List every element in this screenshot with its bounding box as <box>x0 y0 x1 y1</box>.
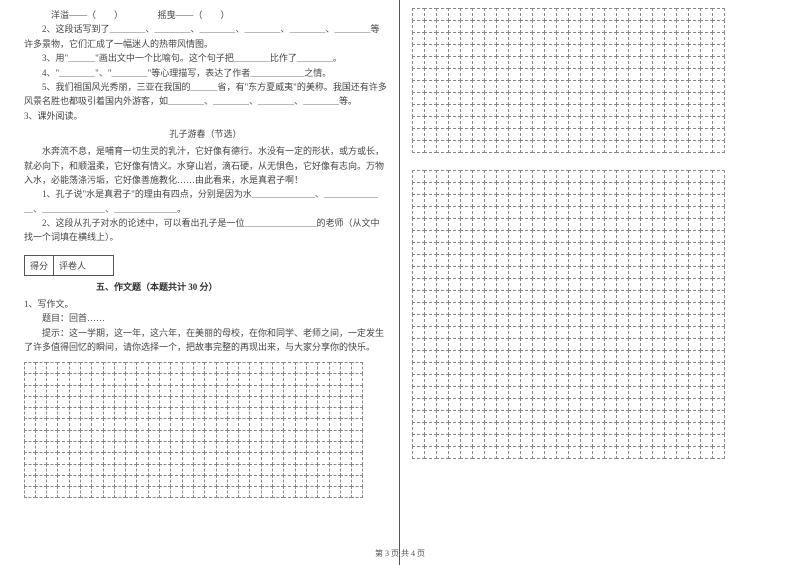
grid-row <box>24 475 394 486</box>
grid-row <box>412 434 780 446</box>
grid-row <box>412 398 780 410</box>
grid-row <box>24 396 394 407</box>
grid-row <box>412 116 780 128</box>
grid-row <box>412 56 780 68</box>
grid-row <box>24 385 394 396</box>
reading-title: 孔子游春（节选） <box>24 127 387 140</box>
grid-row <box>412 20 780 32</box>
q5: 5、我们祖国风光秀丽，三亚在我国的＿＿＿省，有"东方夏威夷"的美称。我国还有许多… <box>24 80 387 109</box>
grid-row <box>412 254 780 266</box>
grid-row <box>24 419 394 430</box>
grid-row <box>24 408 394 419</box>
q2: 2、这段话写到了＿＿＿＿、＿＿＿＿、＿＿＿＿、＿＿＿＿、＿＿＿＿、＿＿＿＿等许多… <box>24 22 387 51</box>
grid-row <box>412 386 780 398</box>
grid-row <box>24 442 394 453</box>
reading-label: 3、课外阅读。 <box>24 109 387 123</box>
grid-cell <box>712 446 725 459</box>
grid-row <box>412 68 780 80</box>
section-5-title: 五、作文题（本题共计 30 分） <box>24 280 387 293</box>
writing-grid-top <box>412 8 780 152</box>
grid-row <box>412 350 780 362</box>
grid-cell <box>712 140 725 153</box>
grid-row <box>412 194 780 206</box>
score-box: 得分 评卷人 <box>24 255 114 276</box>
essay-hint: 提示：这一学期，这一年，这六年，在美丽的母校，在你和同学、老师之间，一定发生了许… <box>24 326 387 355</box>
grid-row <box>412 446 780 458</box>
grid-row <box>24 453 394 464</box>
right-column <box>400 0 800 565</box>
antonym-a: 洋溢——（ ） <box>51 10 123 20</box>
grid-row <box>412 92 780 104</box>
grid-row <box>412 374 780 386</box>
grid-row <box>412 170 780 182</box>
grid-row <box>412 218 780 230</box>
page-container: 洋溢——（ ） 摇曳——（ ） 2、这段话写到了＿＿＿＿、＿＿＿＿、＿＿＿＿、＿… <box>0 0 800 565</box>
essay-topic: 题目：回首…… <box>24 311 387 325</box>
grid-row <box>412 410 780 422</box>
grid-row <box>412 338 780 350</box>
q4: 4、"＿＿＿＿"、"＿＿＿＿"等心理描写，表达了作者＿＿＿＿＿＿之情。 <box>24 66 387 80</box>
grader-label: 评卷人 <box>54 256 91 275</box>
sub-q2: 2、这段从孔子对水的论述中，可以看出孔子是一位＿＿＿＿＿＿＿＿的老师（从文中找一… <box>24 216 387 245</box>
grid-row <box>412 326 780 338</box>
grid-row <box>24 374 394 385</box>
writing-grid-left <box>24 362 394 498</box>
grid-row <box>412 266 780 278</box>
reading-p1: 水奔流不息，是哺育一切生灵的乳汁，它好像有德行。水没有一定的形状，或方或长，就必… <box>24 144 387 187</box>
grid-row <box>412 422 780 434</box>
grid-cell <box>351 486 363 498</box>
q3: 3、用"＿＿＿"画出文中一个比喻句。这个句子把＿＿＿＿比作了＿＿＿＿。 <box>24 51 387 65</box>
grid-row <box>412 128 780 140</box>
writing-grid-bottom <box>412 170 780 458</box>
grid-row <box>412 290 780 302</box>
line-antonym: 洋溢——（ ） 摇曳——（ ） <box>24 8 387 22</box>
grid-row <box>412 302 780 314</box>
grid-row <box>412 104 780 116</box>
grid-row <box>24 487 394 498</box>
grid-row <box>412 44 780 56</box>
sub-q1: 1、孔子说"水是真君子"的理由有四点，分别是因为水＿＿＿＿＿＿＿、＿＿＿＿＿＿＿… <box>24 187 387 216</box>
grid-row <box>412 182 780 194</box>
grid-row <box>412 314 780 326</box>
essay-label: 1、写作文。 <box>24 297 387 311</box>
page-footer: 第 3 页 共 4 页 <box>0 548 800 559</box>
grid-row <box>412 206 780 218</box>
antonym-b: 摇曳——（ ） <box>158 10 230 20</box>
grid-row <box>412 362 780 374</box>
grid-row <box>412 80 780 92</box>
score-label: 得分 <box>25 256 54 275</box>
grid-row <box>412 230 780 242</box>
left-column: 洋溢——（ ） 摇曳——（ ） 2、这段话写到了＿＿＿＿、＿＿＿＿、＿＿＿＿、＿… <box>0 0 400 565</box>
grid-row <box>412 242 780 254</box>
grid-row <box>412 32 780 44</box>
grid-row <box>24 362 394 373</box>
grid-row <box>412 140 780 152</box>
grid-row <box>412 8 780 20</box>
grid-row <box>412 278 780 290</box>
grid-row <box>24 464 394 475</box>
grid-row <box>24 430 394 441</box>
